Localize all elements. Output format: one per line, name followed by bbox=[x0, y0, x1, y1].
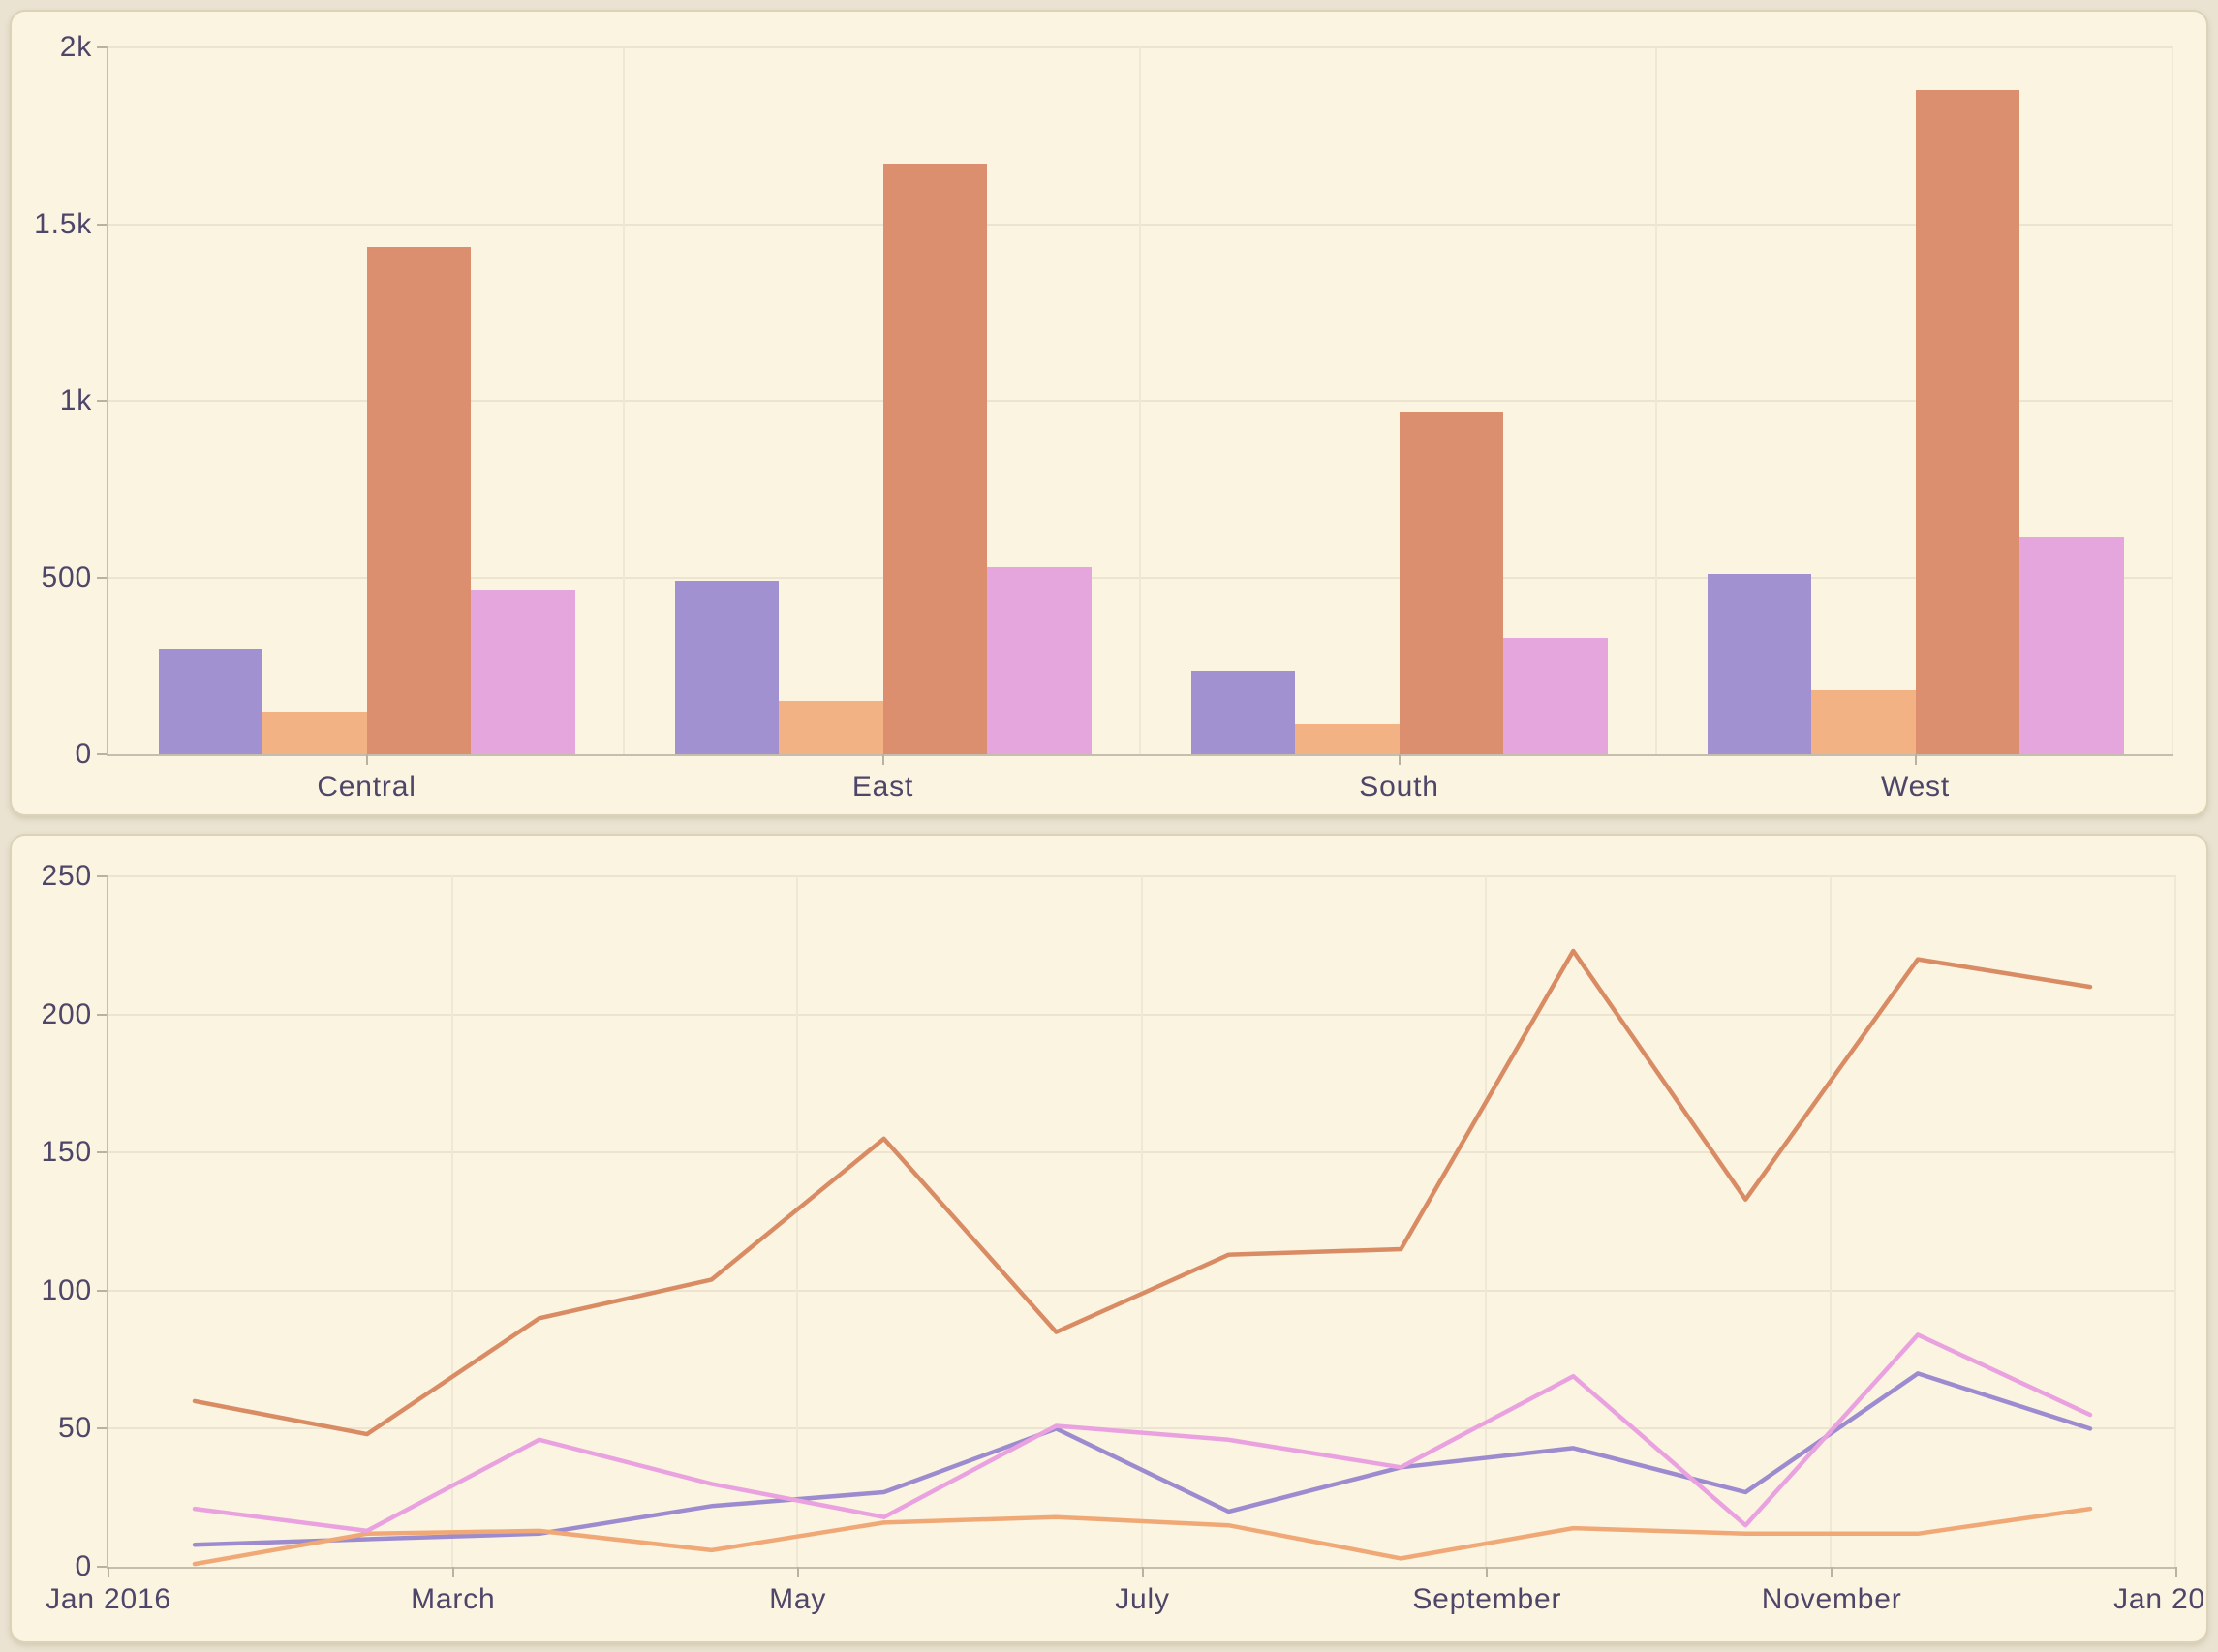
h-gridline bbox=[108, 1151, 2176, 1154]
x-tick bbox=[881, 754, 884, 765]
x-tick bbox=[365, 754, 368, 765]
y-tick bbox=[97, 400, 108, 402]
bar-east-salmon[interactable] bbox=[882, 164, 987, 754]
plot-area-line bbox=[108, 875, 2176, 1567]
h-gridline bbox=[108, 875, 2176, 877]
h-gridline bbox=[108, 46, 2173, 48]
line-series-light-orange[interactable] bbox=[192, 1506, 2093, 1567]
y-axis-label-0: 0 bbox=[75, 1550, 92, 1582]
bar-south-salmon[interactable] bbox=[1399, 411, 1503, 754]
x-axis-label-july: July bbox=[1115, 1583, 1170, 1615]
x-axis-label-jan-2017: Jan 2017 bbox=[2113, 1583, 2206, 1615]
x-axis-label-east: East bbox=[851, 771, 914, 803]
y-axis-label-250: 250 bbox=[41, 860, 92, 892]
bar-central-purple[interactable] bbox=[158, 648, 262, 754]
x-tick bbox=[1486, 1567, 1489, 1577]
x-tick bbox=[2175, 1567, 2177, 1577]
h-gridline bbox=[108, 1013, 2176, 1016]
x-tick bbox=[1141, 1567, 1144, 1577]
bar-east-pink[interactable] bbox=[987, 566, 1092, 754]
x-tick bbox=[1831, 1567, 1833, 1577]
bar-central-light-orange[interactable] bbox=[262, 712, 367, 754]
bar-east-purple[interactable] bbox=[674, 581, 779, 754]
y-axis-label-2k: 2k bbox=[59, 31, 92, 63]
y-axis-label-200: 200 bbox=[41, 997, 92, 1030]
h-gridline bbox=[108, 223, 2173, 226]
y-axis-label-500: 500 bbox=[41, 561, 92, 594]
bar-south-light-orange[interactable] bbox=[1295, 723, 1400, 754]
plot-area-bar bbox=[108, 46, 2173, 754]
y-axis-label-100: 100 bbox=[41, 1273, 92, 1306]
y-tick bbox=[97, 1427, 108, 1430]
v-gridline bbox=[1139, 47, 1141, 754]
v-gridline bbox=[623, 47, 625, 754]
v-gridline bbox=[450, 876, 453, 1567]
y-tick bbox=[97, 1013, 108, 1016]
h-gridline bbox=[108, 576, 2173, 579]
line-series-layer bbox=[192, 948, 2093, 1567]
y-tick bbox=[97, 1289, 108, 1292]
y-tick bbox=[97, 1566, 108, 1568]
h-gridline bbox=[108, 1427, 2176, 1430]
bar-south-pink[interactable] bbox=[1503, 637, 1608, 754]
x-tick bbox=[1914, 754, 1917, 765]
y-tick bbox=[97, 46, 108, 48]
x-tick bbox=[108, 1567, 109, 1577]
y-axis-label-1k: 1k bbox=[59, 384, 92, 416]
x-axis-label-march: March bbox=[411, 1583, 496, 1615]
h-gridline bbox=[108, 400, 2173, 402]
line-series-salmon[interactable] bbox=[192, 948, 2093, 1437]
x-axis-label-central: Central bbox=[317, 771, 416, 803]
x-axis-label-west: West bbox=[1881, 771, 1950, 803]
y-axis-label-150: 150 bbox=[41, 1136, 92, 1169]
y-axis-line bbox=[107, 876, 108, 1567]
x-axis-label-may: May bbox=[769, 1583, 827, 1615]
v-gridline bbox=[795, 876, 798, 1567]
bar-chart-panel: 0 500 1k 1.5k 2k Central East South West bbox=[10, 10, 2208, 816]
bar-west-light-orange[interactable] bbox=[1811, 690, 1916, 754]
x-axis-label-november: November bbox=[1761, 1583, 1902, 1615]
v-gridline bbox=[1655, 47, 1657, 754]
h-gridline bbox=[108, 1289, 2176, 1292]
x-axis-label-south: South bbox=[1359, 771, 1439, 803]
y-tick bbox=[97, 576, 108, 579]
bar-west-purple[interactable] bbox=[1707, 573, 1811, 754]
v-gridline bbox=[1830, 876, 1833, 1567]
v-gridline bbox=[2174, 876, 2176, 1567]
x-axis-label-jan-2016: Jan 2016 bbox=[46, 1583, 171, 1615]
y-axis-line bbox=[107, 47, 108, 754]
y-tick bbox=[97, 223, 108, 226]
x-tick bbox=[796, 1567, 799, 1577]
y-tick bbox=[97, 875, 108, 877]
line-chart-panel: 0 50 100 150 200 250 Jan 2016 March May July Septe… bbox=[10, 834, 2208, 1643]
bar-west-salmon[interactable] bbox=[1915, 89, 2019, 754]
y-axis-label-1.5k: 1.5k bbox=[34, 207, 92, 240]
v-gridline bbox=[2172, 47, 2173, 754]
x-axis-line bbox=[107, 754, 2173, 756]
y-axis-label-0: 0 bbox=[75, 738, 92, 770]
y-axis-label-50: 50 bbox=[58, 1412, 92, 1445]
x-axis-label-september: September bbox=[1412, 1583, 1562, 1615]
v-gridline bbox=[1140, 876, 1143, 1567]
x-tick bbox=[1398, 754, 1401, 765]
bar-east-light-orange[interactable] bbox=[779, 701, 883, 754]
bar-central-pink[interactable] bbox=[471, 590, 575, 754]
y-tick bbox=[97, 1151, 108, 1154]
bar-west-pink[interactable] bbox=[2019, 536, 2124, 754]
bar-central-salmon[interactable] bbox=[366, 247, 471, 754]
v-gridline bbox=[1485, 876, 1488, 1567]
line-series-pink[interactable] bbox=[192, 1332, 2093, 1534]
bar-south-purple[interactable] bbox=[1190, 671, 1295, 754]
y-tick bbox=[97, 753, 108, 755]
line-series-purple[interactable] bbox=[192, 1371, 2093, 1547]
x-tick bbox=[451, 1567, 454, 1577]
